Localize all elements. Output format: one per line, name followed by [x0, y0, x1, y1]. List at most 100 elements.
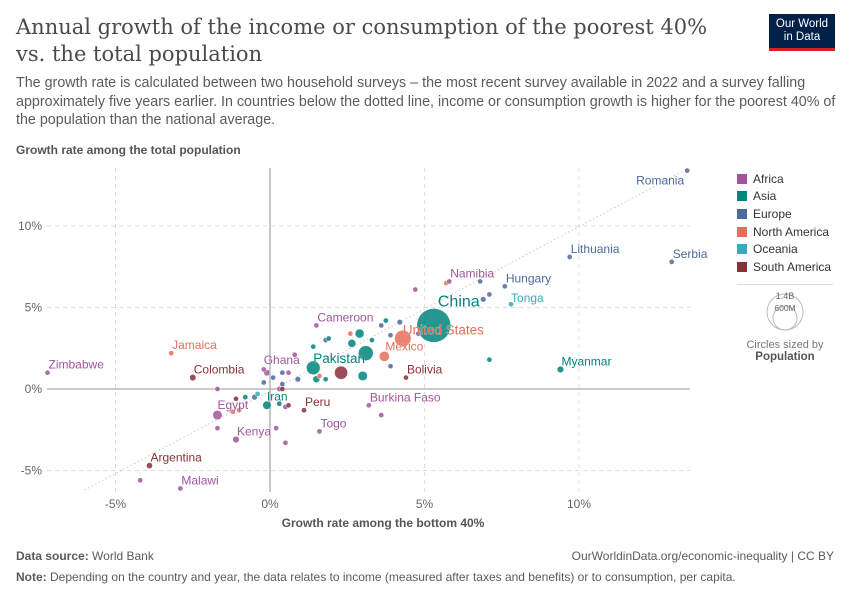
x-axis-title: Growth rate among the bottom 40%: [281, 516, 485, 530]
size-variable: Population: [755, 351, 815, 363]
source-url[interactable]: OurWorldinData.org/economic-inequality |…: [571, 549, 834, 563]
point-label: Colombia: [194, 363, 245, 377]
point-label: Peru: [305, 395, 330, 409]
data-point: [486, 291, 493, 298]
legend-item-south-america[interactable]: South America: [737, 258, 837, 276]
point-label: Hungary: [506, 271, 551, 285]
data-point-togo: [316, 428, 323, 435]
data-point-jamaica: [168, 350, 174, 356]
data-point: [369, 337, 375, 343]
legend-item-europe[interactable]: Europe: [737, 205, 837, 223]
data-point-kenya: [232, 435, 240, 444]
legend-item-north-america[interactable]: North America: [737, 223, 837, 241]
data-point: [214, 425, 221, 431]
point-label: Tonga: [511, 291, 544, 305]
data-point: [486, 356, 493, 363]
legend-swatch: [737, 261, 747, 272]
note-label: Note:: [16, 570, 47, 584]
data-point: [230, 408, 236, 415]
point-label: Ghana: [264, 353, 300, 367]
chart-subtitle: The growth rate is calculated between tw…: [16, 75, 836, 128]
data-point: [279, 381, 286, 387]
point-label: Kenya: [237, 425, 271, 439]
legend-swatch: [737, 208, 747, 219]
data-point-united-states: [394, 329, 412, 347]
data-point-peru: [301, 407, 307, 414]
data-point-egypt: [212, 410, 223, 421]
data-point-iran: [262, 400, 272, 410]
data-point: [137, 477, 144, 484]
data-point: [270, 374, 276, 381]
legend-label: Asia: [753, 189, 777, 204]
data-point-colombia: [189, 374, 197, 382]
point-label: Bolivia: [407, 363, 443, 377]
data-point: [279, 369, 286, 376]
size-legend-circles: 1.4B 600M: [766, 291, 804, 331]
data-point: [276, 400, 283, 407]
x-tick-label: 5%: [416, 497, 434, 511]
data-point: [347, 330, 354, 337]
point-label: Lithuania: [571, 242, 620, 256]
y-tick-label: 0%: [25, 382, 43, 396]
data-point: [396, 319, 403, 326]
data-point: [387, 363, 394, 370]
y-tick-label: -5%: [21, 464, 43, 478]
legend-item-oceania[interactable]: Oceania: [737, 240, 837, 258]
data-point-pakistan: [306, 360, 321, 376]
point-label: Jamaica: [172, 338, 217, 352]
equal-growth-reference-line: [84, 168, 688, 491]
y-tick-label: 10%: [18, 219, 42, 233]
source-value[interactable]: World Bank: [92, 549, 154, 563]
legend-item-asia[interactable]: Asia: [737, 188, 837, 206]
data-point-burkina-faso: [366, 402, 372, 409]
data-point: [415, 330, 422, 337]
data-point: [279, 386, 286, 392]
continent-legend: Africa Asia Europe North America Oceania Sout…: [737, 170, 837, 276]
data-point: [282, 439, 289, 446]
data-point-malawi: [177, 485, 184, 492]
legend-divider: [737, 284, 833, 285]
data-point: [322, 376, 329, 383]
data-point-bolivia: [403, 374, 409, 381]
data-point-myanmar: [556, 365, 565, 374]
legend-swatch: [737, 191, 747, 202]
data-point-tonga: [508, 301, 514, 308]
data-point: [273, 425, 280, 431]
size-circle-small: [772, 305, 798, 331]
point-label: Namibia: [450, 266, 494, 280]
data-point: [316, 373, 323, 379]
data-point: [285, 369, 292, 376]
point-label: Serbia: [673, 247, 708, 261]
data-point: [310, 343, 317, 350]
logo-line-1: Our World: [775, 18, 829, 30]
legend-label: South America: [753, 259, 832, 274]
legend-label: North America: [753, 224, 830, 239]
point-label: Cameroon: [317, 310, 373, 324]
data-point: [477, 278, 483, 285]
data-point: [357, 370, 368, 381]
data-point: [214, 386, 221, 392]
point-label: Burkina Faso: [370, 390, 441, 404]
point-label: United States: [403, 322, 484, 337]
x-tick-label: -5%: [105, 497, 127, 511]
point-label: Mexico: [385, 339, 423, 353]
legend-item-africa[interactable]: Africa: [737, 170, 837, 188]
footnote: Note: Depending on the country and year,…: [16, 570, 736, 584]
data-point: [378, 322, 385, 329]
point-label: Romania: [636, 174, 684, 188]
owid-logo[interactable]: Our World in Data: [769, 14, 835, 51]
point-label: Egypt: [217, 398, 248, 412]
point-label: Pakistan: [313, 351, 365, 366]
size-label-large: 1.4B: [776, 291, 795, 301]
data-point-ghana: [291, 351, 298, 358]
data-point: [285, 402, 292, 409]
chart-title: Annual growth of the income or consumpti…: [16, 15, 708, 66]
point-label: Myanmar: [561, 354, 611, 368]
data-point-romania: [684, 167, 691, 174]
point-label: Argentina: [150, 451, 202, 465]
legend-swatch: [737, 226, 747, 237]
data-point: [412, 286, 419, 293]
data-point: [233, 395, 239, 402]
data-point-mexico: [378, 351, 390, 362]
